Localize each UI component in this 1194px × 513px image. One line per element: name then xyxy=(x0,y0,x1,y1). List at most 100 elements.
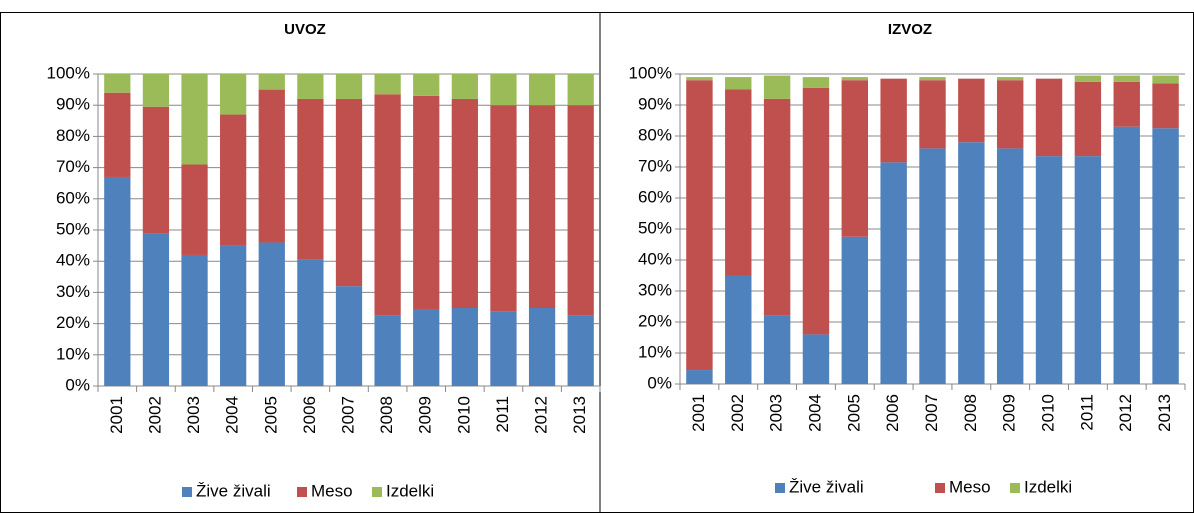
y-tick-label: 40% xyxy=(638,249,672,268)
bar-segment xyxy=(763,98,791,316)
bar-segment xyxy=(258,242,285,386)
legend-label: Meso xyxy=(311,481,353,500)
bar-segment xyxy=(142,74,170,107)
bar-segment xyxy=(1113,126,1140,384)
y-tick-label: 60% xyxy=(638,187,672,206)
bar-segment xyxy=(104,176,131,386)
x-tick-label: 2009 xyxy=(416,396,435,434)
bar-segment xyxy=(880,162,907,384)
y-tick-label: 20% xyxy=(56,313,90,332)
x-tick-label: 2008 xyxy=(961,394,980,432)
x-tick-label: 2002 xyxy=(728,394,747,432)
y-tick-label: 80% xyxy=(638,125,672,144)
bar-segment xyxy=(528,105,556,308)
bar-segment xyxy=(996,148,1024,384)
x-tick-label: 2012 xyxy=(532,396,551,434)
bar-segment xyxy=(802,87,830,335)
y-tick-label: 60% xyxy=(56,188,90,207)
bar-segment xyxy=(725,77,752,90)
legend-swatch xyxy=(372,487,382,497)
bar-segment xyxy=(1074,156,1102,384)
y-tick-label: 30% xyxy=(638,280,672,299)
bar-segment xyxy=(725,89,752,276)
bar-segment xyxy=(841,77,869,81)
x-tick-label: 2011 xyxy=(493,396,512,433)
bar-segment xyxy=(880,78,907,163)
bar-segment xyxy=(413,95,440,310)
x-tick-label: 2011 xyxy=(1077,394,1096,431)
y-tick-label: 10% xyxy=(56,344,90,363)
bar-segment xyxy=(490,311,517,386)
legend-label: Izdelki xyxy=(1024,477,1072,496)
legend-label: Izdelki xyxy=(386,481,434,500)
bar-segment xyxy=(258,74,285,90)
bar-segment xyxy=(104,92,131,177)
x-tick-label: 2010 xyxy=(1039,394,1058,432)
x-tick-label: 2001 xyxy=(689,394,708,432)
x-tick-label: 2002 xyxy=(145,396,164,434)
bar-segment xyxy=(413,309,440,386)
bar-segment xyxy=(686,370,713,384)
bar-segment xyxy=(802,334,830,384)
bar-segment xyxy=(335,74,363,99)
x-tick-label: 2006 xyxy=(883,394,902,432)
legend-swatch xyxy=(935,483,945,493)
bar-segment xyxy=(1152,75,1179,84)
bar-segment xyxy=(958,142,985,384)
bar-segment xyxy=(686,77,713,81)
bar-segment xyxy=(841,80,869,237)
y-tick-label: 30% xyxy=(56,282,90,301)
bar-segment xyxy=(1152,128,1179,384)
bar-segment xyxy=(528,74,556,106)
bar-segment xyxy=(220,114,247,246)
y-tick-label: 100% xyxy=(47,63,90,82)
x-tick-label: 2003 xyxy=(767,394,786,432)
bar-segment xyxy=(802,77,830,88)
bar-segment xyxy=(763,315,791,384)
bar-segment xyxy=(374,94,401,316)
x-tick-label: 2007 xyxy=(922,394,941,432)
bar-segment xyxy=(297,74,324,99)
bar-segment xyxy=(919,77,946,81)
bar-segment xyxy=(451,98,478,309)
x-tick-label: 2007 xyxy=(338,396,357,434)
bar-segment xyxy=(1113,81,1140,127)
legend-label: Meso xyxy=(949,477,991,496)
bar-segment xyxy=(374,315,401,386)
y-tick-label: 20% xyxy=(638,311,672,330)
legend-swatch xyxy=(182,487,192,497)
bar-segment xyxy=(335,98,363,287)
x-tick-label: 2006 xyxy=(300,396,319,434)
x-tick-label: 2010 xyxy=(454,396,473,434)
legend-swatch xyxy=(775,483,785,493)
bar-segment xyxy=(567,315,594,386)
y-tick-label: 70% xyxy=(56,157,90,176)
bar-segment xyxy=(220,245,247,386)
bar-segment xyxy=(142,233,170,386)
bar-segment xyxy=(1152,83,1179,129)
y-tick-label: 50% xyxy=(638,218,672,237)
y-tick-label: 10% xyxy=(638,342,672,361)
legend-label: Žive živali xyxy=(789,477,864,496)
chart-title: UVOZ xyxy=(284,21,326,38)
x-tick-label: 2008 xyxy=(377,396,396,434)
legend-swatch xyxy=(1010,483,1020,493)
bar-segment xyxy=(528,308,556,386)
y-tick-label: 50% xyxy=(56,219,90,238)
bar-segment xyxy=(258,89,285,243)
x-tick-label: 2005 xyxy=(261,396,280,434)
y-tick-label: 70% xyxy=(638,156,672,175)
x-tick-label: 2004 xyxy=(805,394,824,432)
legend-swatch xyxy=(297,487,307,497)
bar-segment xyxy=(374,74,401,95)
bar-segment xyxy=(104,74,131,93)
y-tick-label: 80% xyxy=(56,126,90,145)
legend-label: Žive živali xyxy=(196,481,271,500)
x-tick-label: 2003 xyxy=(184,396,203,434)
bar-segment xyxy=(451,74,478,99)
y-tick-label: 90% xyxy=(56,95,90,114)
bar-segment xyxy=(335,286,363,386)
bar-segment xyxy=(1035,78,1063,157)
bar-segment xyxy=(958,78,985,143)
